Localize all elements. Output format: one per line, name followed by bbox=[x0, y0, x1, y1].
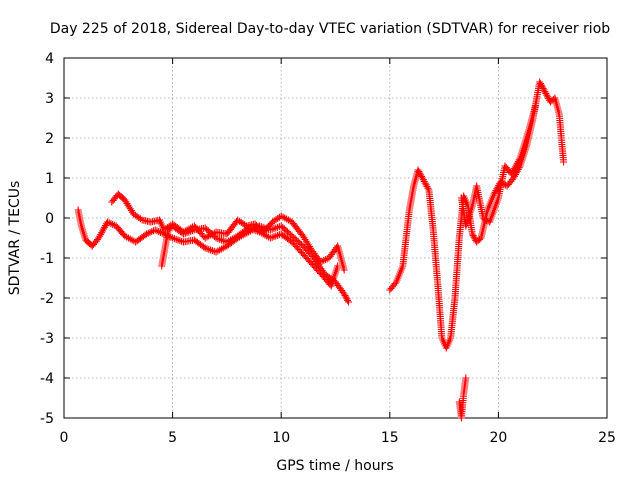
data-point bbox=[316, 258, 324, 266]
data-point bbox=[151, 226, 159, 234]
data-point bbox=[536, 78, 544, 86]
data-point bbox=[136, 215, 144, 223]
x-tick-label: 25 bbox=[598, 430, 616, 446]
data-point bbox=[320, 256, 328, 264]
data-point bbox=[153, 227, 161, 235]
y-tick-label: 1 bbox=[45, 171, 54, 187]
series-track-e bbox=[457, 102, 539, 230]
y-tick-label: -1 bbox=[40, 251, 54, 267]
grid-lines bbox=[64, 58, 607, 418]
plot-frame bbox=[63, 57, 608, 419]
data-point bbox=[560, 158, 568, 166]
data-point bbox=[144, 229, 152, 237]
data-point bbox=[100, 225, 108, 233]
y-tick-label: 3 bbox=[45, 91, 54, 107]
data-point bbox=[96, 232, 104, 240]
data-point bbox=[105, 219, 113, 227]
data-point bbox=[344, 296, 352, 304]
data-point bbox=[513, 159, 521, 167]
data-point bbox=[510, 165, 518, 173]
data-point bbox=[148, 228, 156, 236]
data-point bbox=[469, 232, 477, 240]
data-point bbox=[514, 158, 522, 166]
series-track-c bbox=[158, 222, 342, 290]
data-point bbox=[468, 230, 476, 238]
data-point bbox=[391, 280, 399, 288]
data-point bbox=[107, 220, 115, 228]
data-point bbox=[424, 184, 432, 192]
data-point bbox=[470, 233, 478, 241]
data-point bbox=[340, 290, 348, 298]
data-point bbox=[342, 293, 350, 301]
data-point bbox=[343, 295, 351, 303]
x-tick-label: 5 bbox=[168, 430, 177, 446]
data-point bbox=[537, 81, 545, 89]
x-tick-label: 20 bbox=[489, 430, 507, 446]
data-point bbox=[334, 262, 342, 270]
data-point bbox=[512, 161, 520, 169]
y-tick-label: -2 bbox=[40, 291, 54, 307]
y-tick-label: -4 bbox=[40, 371, 54, 387]
data-point bbox=[538, 83, 546, 91]
y-tick-label: 2 bbox=[45, 131, 54, 147]
data-point bbox=[345, 298, 353, 306]
data-point bbox=[417, 171, 425, 179]
data-point bbox=[462, 374, 470, 382]
data-point bbox=[101, 223, 109, 231]
x-tick-label: 15 bbox=[381, 430, 399, 446]
axis-ticks: 0 5 10 15 20 25 -5 -4 -3 -2 -1 0 1 2 3 4 bbox=[40, 51, 616, 446]
y-axis-label: SDTVAR / TECUs bbox=[7, 181, 23, 296]
data-point bbox=[415, 168, 423, 176]
data-point bbox=[98, 229, 106, 237]
data-point bbox=[146, 228, 154, 236]
data-point bbox=[167, 233, 175, 241]
y-tick-label: -5 bbox=[40, 411, 54, 427]
y-tick-label: -3 bbox=[40, 331, 54, 347]
x-tick-label: 10 bbox=[272, 430, 290, 446]
data-point bbox=[109, 220, 117, 228]
data-point bbox=[97, 230, 105, 238]
x-axis-label: GPS time / hours bbox=[276, 458, 393, 474]
data-point bbox=[158, 229, 166, 237]
data-point bbox=[507, 170, 515, 178]
data-point bbox=[143, 230, 151, 238]
chart-title: Day 225 of 2018, Sidereal Day-to-day VTE… bbox=[50, 21, 610, 37]
x-tick-label: 0 bbox=[60, 430, 69, 446]
data-point bbox=[95, 234, 103, 242]
data-point bbox=[103, 218, 111, 226]
series-track-f bbox=[455, 374, 470, 422]
data-point bbox=[155, 228, 163, 236]
data-point bbox=[322, 256, 330, 264]
data-point bbox=[297, 241, 305, 249]
data-point bbox=[416, 169, 424, 177]
data-point bbox=[508, 168, 516, 176]
data-markers bbox=[74, 78, 568, 422]
data-point bbox=[414, 166, 422, 174]
data-point bbox=[340, 266, 348, 274]
data-point bbox=[509, 166, 517, 174]
series-track-d bbox=[386, 78, 568, 352]
data-point bbox=[531, 102, 539, 110]
y-tick-label: 0 bbox=[45, 211, 54, 227]
data-point bbox=[99, 227, 107, 235]
series-track-a bbox=[74, 206, 353, 306]
data-point bbox=[102, 222, 110, 230]
data-point bbox=[537, 80, 545, 88]
data-point bbox=[318, 257, 326, 265]
data-point bbox=[511, 163, 519, 171]
y-tick-label: 4 bbox=[45, 51, 54, 67]
data-point bbox=[515, 156, 523, 164]
data-point bbox=[341, 292, 349, 300]
